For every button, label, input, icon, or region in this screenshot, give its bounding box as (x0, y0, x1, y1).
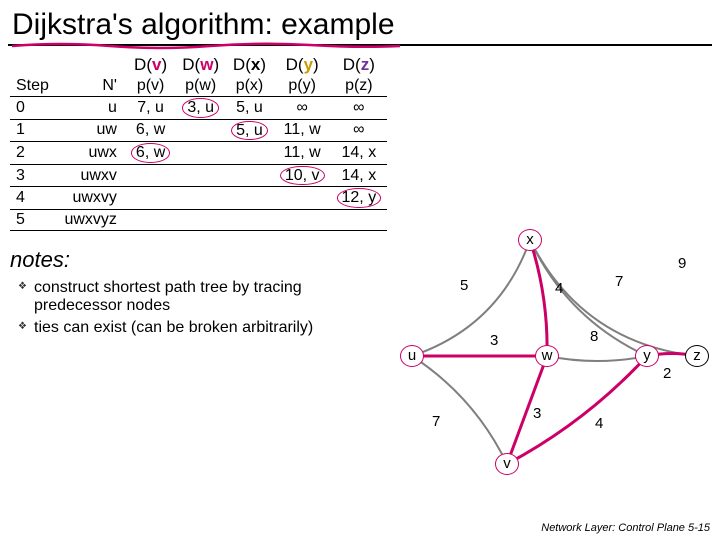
page-title: Dijkstra's algorithm: example (0, 0, 720, 44)
edge-label: 3 (490, 332, 498, 349)
edge-label: 7 (432, 413, 440, 430)
edge-label: 8 (590, 328, 598, 345)
edge-label: 7 (615, 273, 623, 290)
graph-node-x: x (518, 229, 542, 251)
graph-node-z: z (685, 345, 709, 367)
graph-diagram: u v w x y z 5 3 7 4 3 8 7 9 4 2 (380, 215, 710, 475)
edge-label: 2 (663, 365, 671, 382)
footer-text: Network Layer: Control Plane 5-15 (541, 522, 710, 534)
notes-item: construct shortest path tree by tracing … (18, 279, 318, 315)
notes-item: ties can exist (can be broken arbitraril… (18, 319, 318, 337)
edge-label: 9 (678, 255, 686, 272)
graph-node-u: u (400, 345, 424, 367)
graph-node-v: v (495, 453, 519, 475)
graph-node-w: w (535, 345, 559, 367)
graph-node-y: y (635, 345, 659, 367)
edge-label: 3 (533, 405, 541, 422)
table-head: D(v)D(w)D(x)D(y)D(z)StepN'p(v)p(w)p(x)p(… (10, 54, 387, 97)
edge-label: 5 (460, 277, 468, 294)
table-body: 0u7, u3, u5, u∞∞1uw6, w5, u11, w∞2uwx6, … (10, 97, 387, 231)
dijkstra-table: D(v)D(w)D(x)D(y)D(z)StepN'p(v)p(w)p(x)p(… (10, 54, 387, 231)
edge-label: 4 (595, 415, 603, 432)
notes-list: construct shortest path tree by tracing … (18, 279, 318, 337)
edge-label: 4 (555, 280, 563, 297)
